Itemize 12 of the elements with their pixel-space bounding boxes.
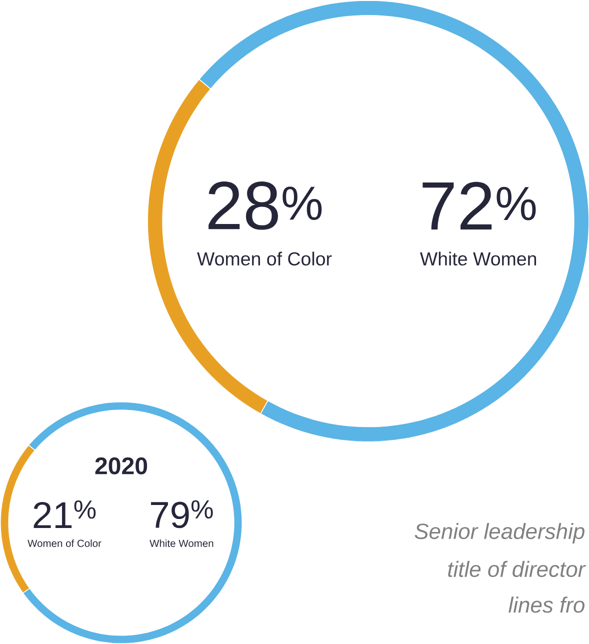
slice-label: Women of Color: [196, 252, 332, 266]
text: Senior leadership: [414, 522, 584, 544]
data-label: 72$^{%}$: [422, 182, 536, 230]
text: lines fro: [508, 596, 584, 613]
data-label: 79$^{%}$: [150, 500, 213, 528]
data-label: 28$^{%}$: [208, 182, 322, 230]
text: 2020: [95, 457, 147, 474]
data-label: 21$^{%}$: [34, 500, 96, 528]
slice-label: White Women: [149, 539, 213, 547]
slice-label: Women of Color: [27, 539, 102, 547]
text: title of director: [448, 560, 586, 578]
slice-label: White Women: [420, 252, 536, 266]
